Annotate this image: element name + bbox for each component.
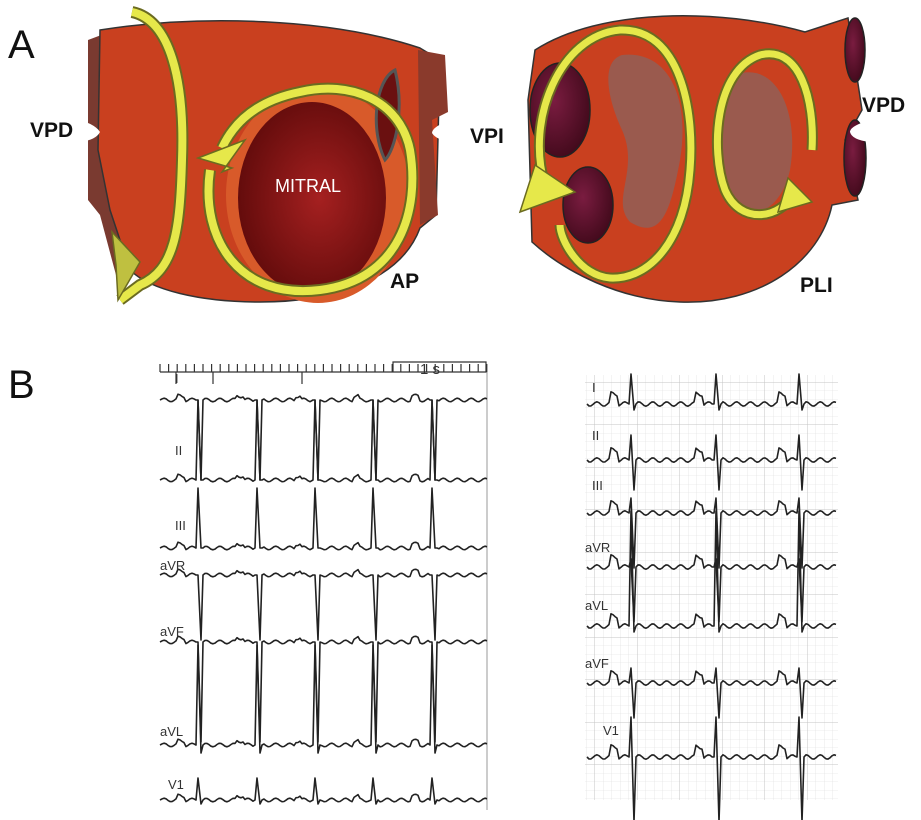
panel-label-a: A (8, 23, 35, 67)
vpd-notch (850, 120, 870, 142)
lead-label-ii: II (592, 428, 599, 443)
lead-label-avl: aVL (160, 724, 183, 739)
label-pli: PLI (800, 274, 833, 297)
ecg-trace (159, 635, 488, 743)
left-inferior-vein-icon (562, 166, 614, 244)
arrow-head-icon (518, 163, 577, 214)
lead-label-avr: aVR (585, 540, 610, 555)
lead-label-ii: II (175, 443, 182, 458)
right-superior-vein-icon (844, 17, 866, 83)
ecg-trace (159, 393, 488, 481)
lead-label-i: I (175, 371, 179, 386)
lead-label-iii: III (592, 478, 603, 493)
ecg-trace (159, 568, 488, 641)
lead-label-v1: V1 (168, 777, 184, 792)
panel-label-b: B (8, 363, 35, 407)
label-vpi: VPI (470, 125, 504, 148)
ecg-trace (586, 667, 837, 719)
ecg-trace (159, 644, 488, 754)
posterior-wall-patch (721, 72, 793, 213)
arrow-head-icon (195, 138, 248, 174)
lead-label-iii: III (175, 518, 186, 533)
time-scale-label: 1 s (420, 361, 440, 378)
label-vpd-right: VPD (862, 94, 905, 117)
ecg-trace (159, 777, 488, 805)
ecg-trace (586, 716, 837, 820)
ecg-trace (586, 510, 837, 633)
lead-label-avr: aVR (160, 558, 185, 573)
arrow-head-icon (110, 229, 141, 303)
left-atrium-posterior-view: VPI VPD PLI (470, 15, 905, 303)
left-atrium-anterior-view: MITRAL VPD AP (30, 6, 452, 305)
posterior-wall-patch (608, 54, 683, 228)
lead-label-i: I (592, 380, 596, 395)
lead-label-avl: aVL (585, 598, 608, 613)
right-flap (418, 50, 448, 225)
lead-label-v1: V1 (603, 723, 619, 738)
lead-label-avf: aVF (160, 624, 184, 639)
ecg-trace (586, 373, 837, 411)
label-mitral: MITRAL (275, 176, 341, 196)
ecg-trace (586, 434, 837, 491)
label-vpd-left: VPD (30, 119, 73, 142)
time-scale (159, 361, 488, 384)
label-ap: AP (390, 270, 419, 293)
ecg-trace (586, 497, 837, 569)
ecg-trace (159, 399, 488, 483)
vpd-notch-right (432, 120, 452, 142)
vpd-notch-left (80, 120, 100, 142)
ecg-trace (586, 554, 837, 623)
arrow-head-icon (776, 176, 814, 214)
mitral-annulus-icon (238, 102, 386, 294)
ecg-trace (159, 487, 488, 551)
lead-label-avf: aVF (585, 656, 609, 671)
